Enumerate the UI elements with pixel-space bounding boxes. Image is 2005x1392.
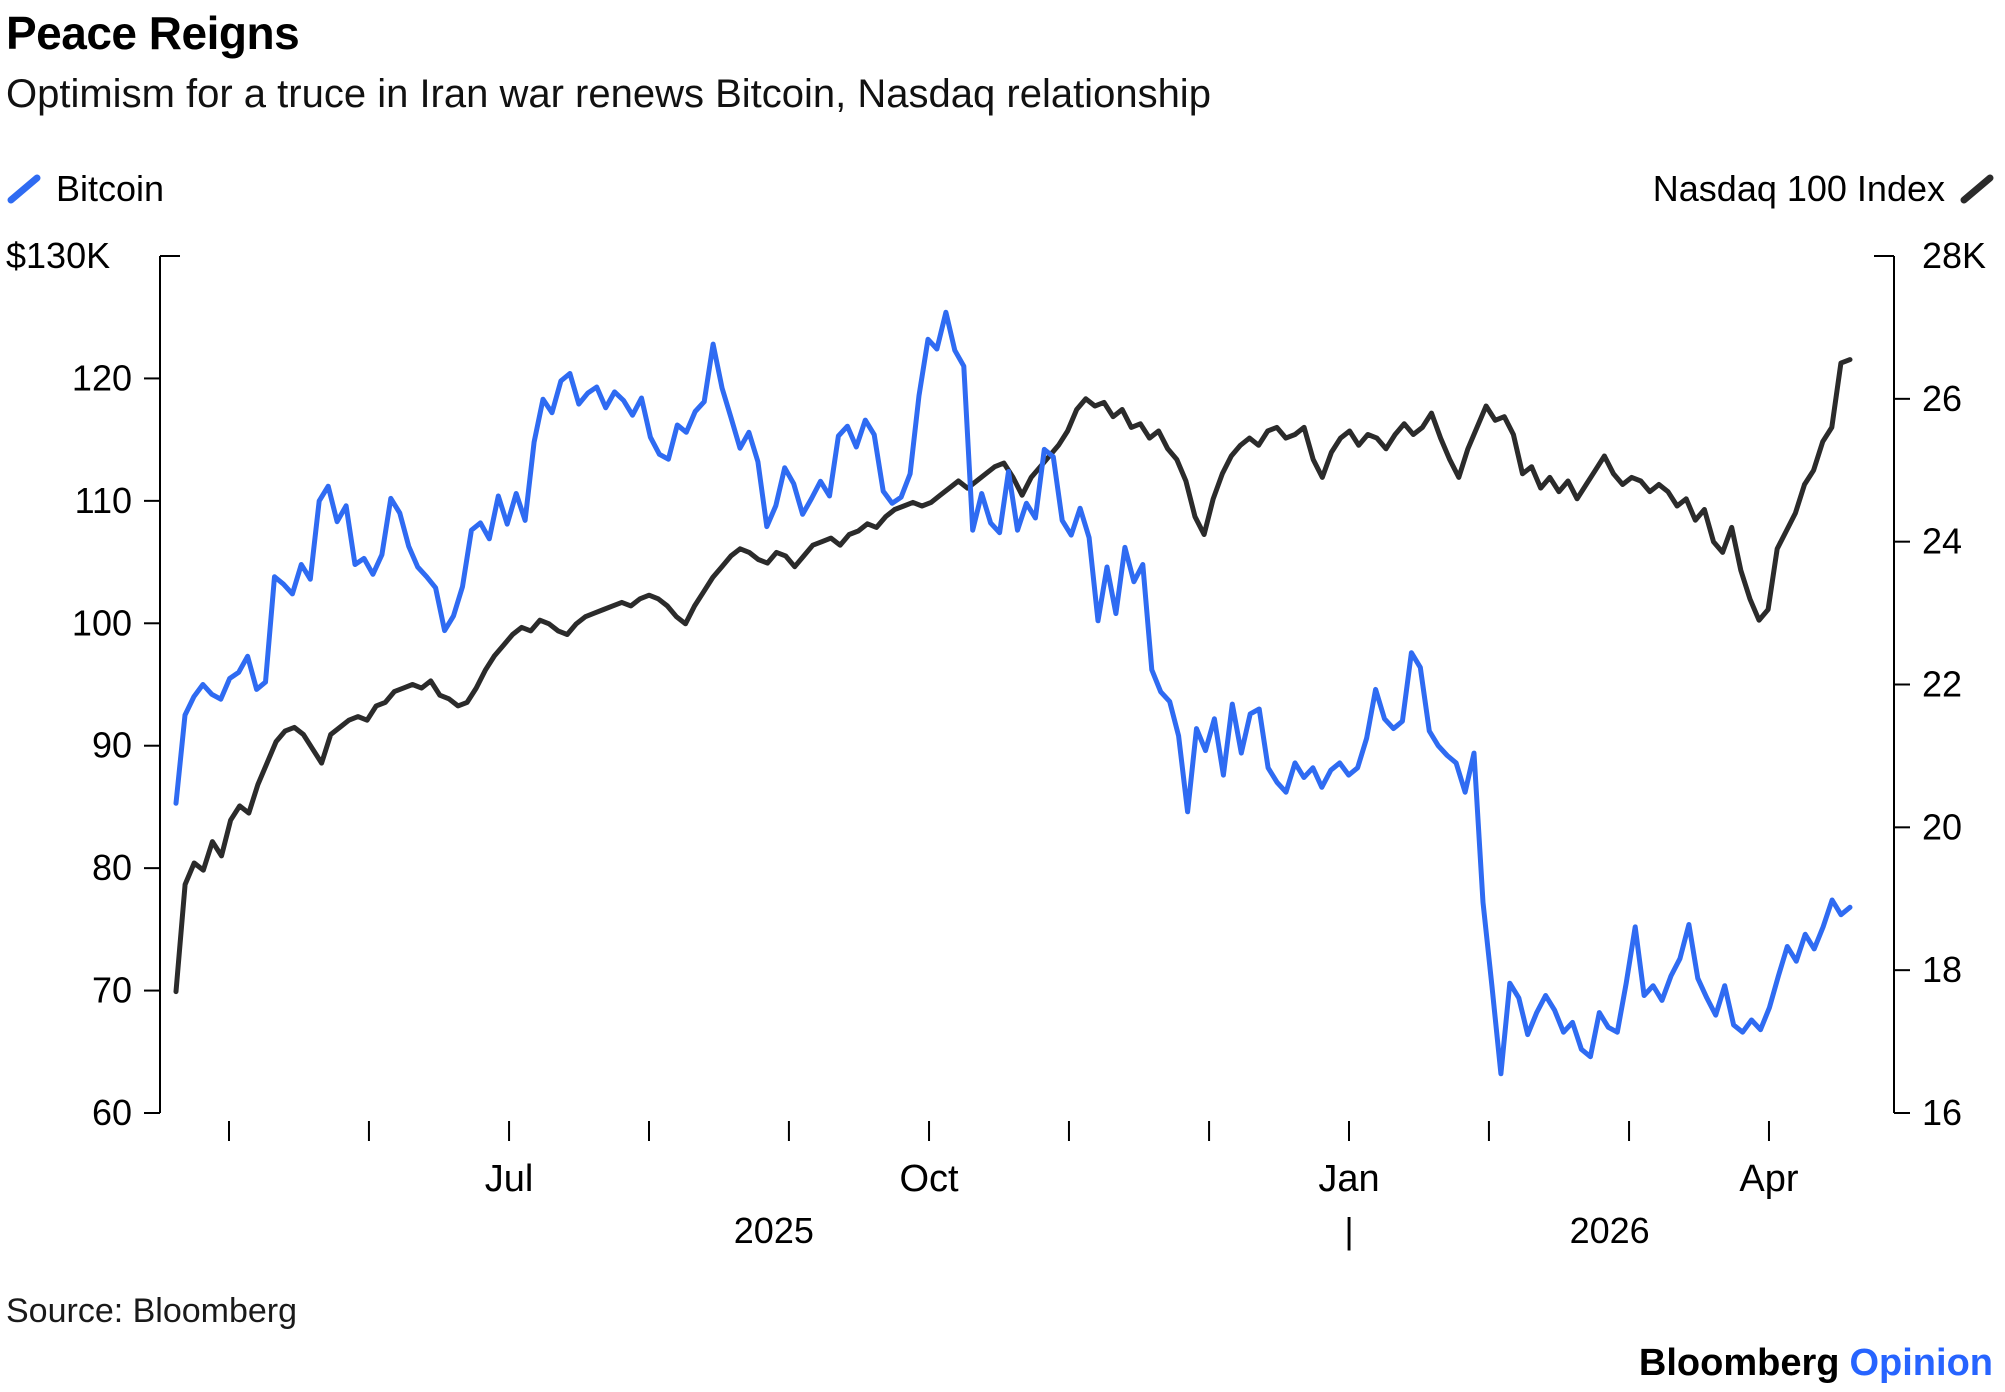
right-axis-tick-label: 22: [1922, 664, 1962, 705]
x-axis-month-label: Apr: [1739, 1158, 1798, 1200]
left-axis-tick-label: 120: [72, 357, 132, 398]
brand-logo: Bloomberg Opinion: [1639, 1342, 1993, 1385]
right-axis-tick-label: 26: [1922, 378, 1962, 419]
legend-nasdaq: Nasdaq 100 Index: [1653, 168, 1995, 210]
x-axis-month-label: Jul: [485, 1158, 534, 1200]
x-axis-year-label: |: [1344, 1210, 1353, 1251]
x-axis-year-label: 2025: [734, 1210, 814, 1251]
x-axis-month-label: Jan: [1318, 1158, 1379, 1200]
right-axis-tick-label: 20: [1922, 806, 1962, 847]
left-axis-tick-label: 90: [92, 725, 132, 766]
brand-name: Bloomberg: [1638, 1342, 1840, 1384]
left-axis-tick-label: 60: [92, 1092, 132, 1133]
legend-bitcoin: Bitcoin: [6, 168, 164, 210]
left-axis-tick-label: 100: [72, 602, 132, 643]
series-line-bitcoin: [173, 309, 1853, 1077]
x-axis-year-label: 2026: [1570, 1210, 1650, 1251]
left-axis-tick-label: 80: [92, 847, 132, 888]
series-line-nasdaq-100-index: [173, 357, 1853, 995]
source-note: Source: Bloomberg: [6, 1292, 298, 1330]
nasdaq-legend-icon: [1960, 174, 1994, 204]
chart-subtitle: Optimism for a truce in Iran war renews …: [6, 72, 1211, 116]
bitcoin-legend-icon: [7, 174, 41, 204]
right-axis-tick-label: 18: [1922, 949, 1962, 990]
x-axis-month-label: Oct: [899, 1158, 959, 1200]
right-axis-tick-label: 16: [1922, 1092, 1962, 1133]
left-axis-tick-label: 70: [92, 970, 132, 1011]
left-axis-tick-label: 110: [75, 480, 132, 521]
brand-suffix: Opinion: [1849, 1342, 1993, 1384]
chart-title: Peace Reigns: [6, 7, 300, 59]
right-axis-tick-label: 24: [1922, 521, 1962, 562]
right-axis-top-label: 28K: [1922, 235, 1986, 276]
legend-bitcoin-label: Bitcoin: [56, 168, 165, 209]
left-axis-top-label: $130K: [6, 235, 110, 276]
legend-nasdaq-label: Nasdaq 100 Index: [1652, 168, 1945, 209]
